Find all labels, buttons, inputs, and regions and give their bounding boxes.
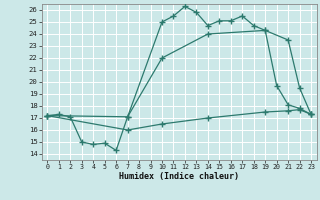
X-axis label: Humidex (Indice chaleur): Humidex (Indice chaleur) — [119, 172, 239, 181]
